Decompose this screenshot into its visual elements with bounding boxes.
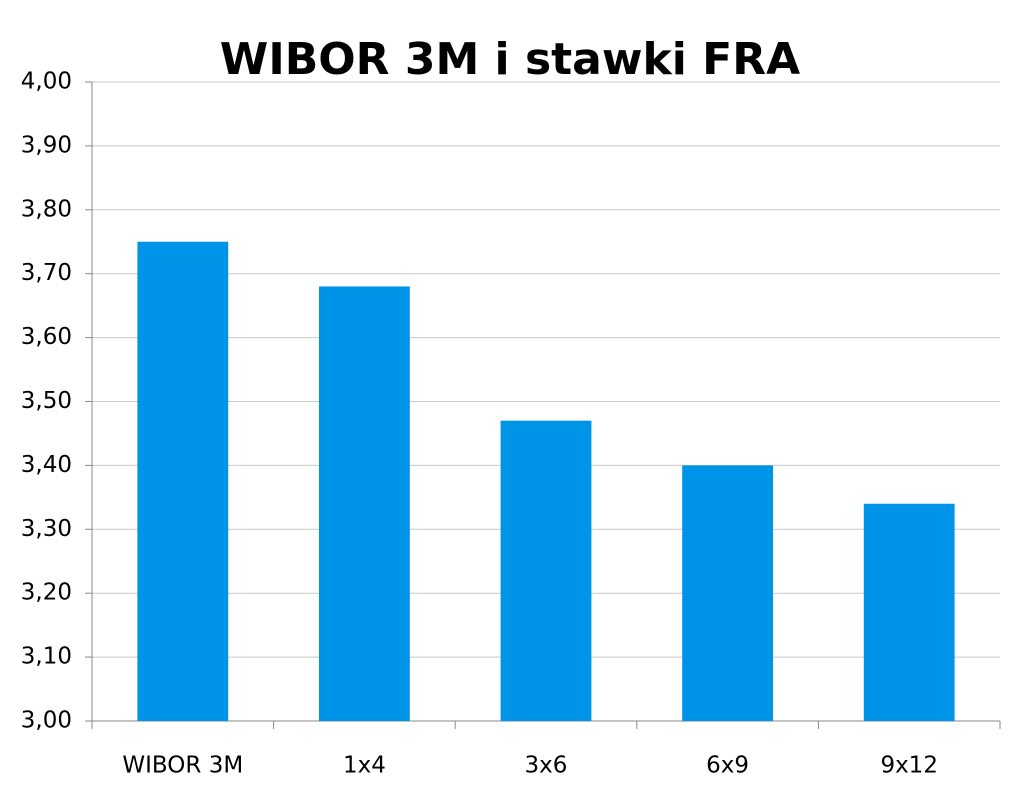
y-tick-label: 4,00	[21, 69, 72, 95]
bar	[863, 503, 955, 721]
chart-title: WIBOR 3M i stawki FRA	[220, 34, 800, 85]
bar	[319, 286, 410, 721]
bar	[682, 465, 773, 721]
y-tick-label: 3,50	[21, 388, 72, 414]
x-tick-label: 1x4	[343, 753, 386, 779]
x-tick-label: 9x12	[880, 753, 938, 779]
bar	[500, 420, 592, 721]
bar	[137, 241, 229, 721]
y-tick-label: 3,70	[21, 260, 72, 286]
x-tick-label: WIBOR 3M	[122, 753, 243, 779]
y-tick-label: 3,10	[21, 644, 72, 670]
y-tick-label: 3,00	[21, 708, 72, 734]
y-tick-label: 3,90	[21, 132, 72, 158]
y-tick-label: 3,40	[21, 452, 72, 478]
y-tick-label: 3,20	[21, 580, 72, 606]
x-tick-label: 6x9	[706, 753, 749, 779]
y-tick-label: 3,60	[21, 324, 72, 350]
y-tick-label: 3,30	[21, 516, 72, 542]
y-tick-label: 3,80	[21, 196, 72, 222]
x-tick-label: 3x6	[525, 753, 568, 779]
